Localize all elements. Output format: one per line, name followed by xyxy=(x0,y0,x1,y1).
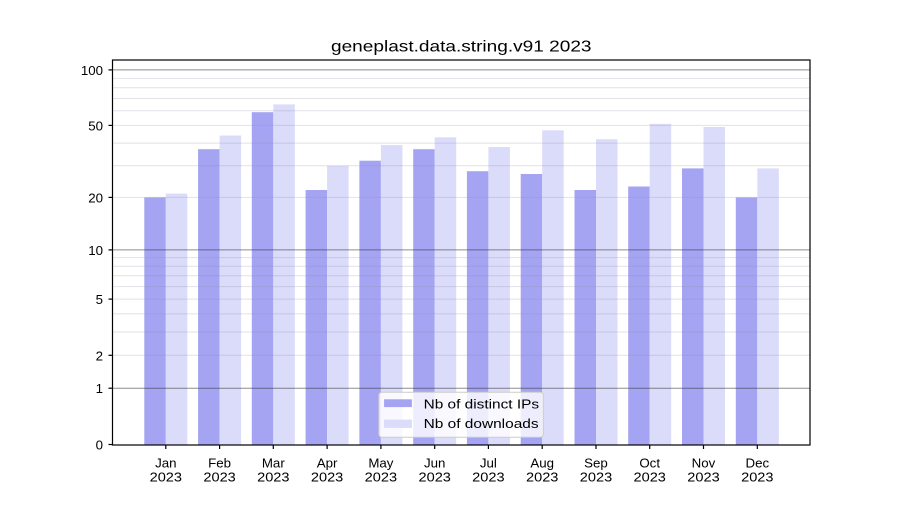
svg-text:2023: 2023 xyxy=(634,469,666,484)
svg-text:2023: 2023 xyxy=(741,469,773,484)
svg-text:2023: 2023 xyxy=(150,469,182,484)
svg-text:Dec: Dec xyxy=(745,456,769,471)
svg-text:2023: 2023 xyxy=(687,469,719,484)
svg-text:20: 20 xyxy=(88,190,103,205)
svg-text:2023: 2023 xyxy=(472,469,504,484)
svg-text:Oct: Oct xyxy=(639,456,660,471)
svg-text:Jun: Jun xyxy=(424,456,445,471)
svg-text:0: 0 xyxy=(96,438,103,453)
svg-text:May: May xyxy=(368,456,393,471)
svg-text:Sep: Sep xyxy=(584,456,608,471)
svg-text:Jul: Jul xyxy=(480,456,497,471)
svg-text:2023: 2023 xyxy=(526,469,558,484)
svg-text:Aug: Aug xyxy=(530,456,554,471)
svg-text:2023: 2023 xyxy=(580,469,612,484)
svg-text:2023: 2023 xyxy=(311,469,343,484)
svg-text:2023: 2023 xyxy=(257,469,289,484)
svg-text:5: 5 xyxy=(96,292,103,307)
svg-text:10: 10 xyxy=(88,243,103,258)
svg-text:100: 100 xyxy=(81,63,103,78)
svg-text:Nb of downloads: Nb of downloads xyxy=(424,416,539,431)
svg-text:2023: 2023 xyxy=(203,469,235,484)
svg-text:2023: 2023 xyxy=(419,469,451,484)
svg-text:2023: 2023 xyxy=(365,469,397,484)
svg-text:50: 50 xyxy=(88,118,103,133)
svg-text:1: 1 xyxy=(96,381,103,396)
svg-text:Feb: Feb xyxy=(208,456,231,471)
svg-text:Jan: Jan xyxy=(155,456,176,471)
svg-text:Mar: Mar xyxy=(262,456,285,471)
svg-text:Nb of distinct IPs: Nb of distinct IPs xyxy=(424,396,540,411)
svg-text:Apr: Apr xyxy=(317,456,338,471)
svg-text:2: 2 xyxy=(96,348,103,363)
svg-text:geneplast.data.string.v91 2023: geneplast.data.string.v91 2023 xyxy=(331,38,592,55)
svg-text:Nov: Nov xyxy=(692,456,716,471)
